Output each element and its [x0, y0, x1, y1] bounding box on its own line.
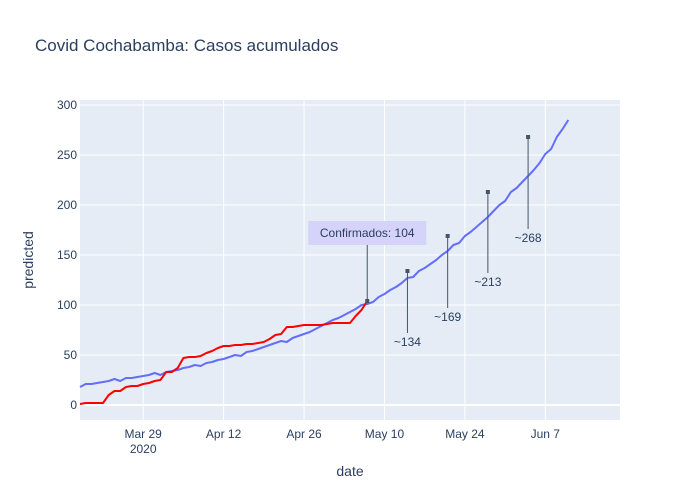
annotation-marker — [445, 234, 450, 238]
annotation-box — [308, 221, 427, 245]
y-axis-title: predicted — [20, 231, 36, 289]
annotation-label: Confirmados: 104 — [320, 226, 415, 240]
y-tick-label: 150 — [57, 248, 77, 262]
annotation-label: ~268 — [515, 231, 542, 245]
annotation-label: ~169 — [434, 310, 461, 324]
y-tick-label: 0 — [70, 398, 77, 412]
y-tick-label: 200 — [57, 198, 77, 212]
y-tick-label: 50 — [64, 348, 78, 362]
annotation-label: ~134 — [394, 335, 421, 349]
x-tick-label: May 10 — [365, 427, 405, 441]
annotation-marker — [405, 269, 410, 273]
x-axis-title: date — [336, 463, 363, 479]
annotation-marker — [485, 190, 490, 194]
annotation-label: ~213 — [474, 275, 501, 289]
annotation-layer: Confirmados: 104 ~134 ~169 ~213 ~268 — [308, 135, 542, 349]
y-tick-label: 300 — [57, 98, 77, 112]
x-tick-label: Jun 7 — [531, 427, 561, 441]
annotation-marker — [365, 299, 370, 303]
y-tick-label: 100 — [57, 298, 77, 312]
plot-background — [80, 100, 620, 420]
annotation-marker — [526, 135, 531, 139]
x-tick-year-label: 2020 — [130, 442, 157, 456]
y-tick-label: 250 — [57, 148, 77, 162]
chart-title: Covid Cochabamba: Casos acumulados — [35, 36, 338, 55]
x-tick-label: Apr 12 — [206, 427, 242, 441]
x-tick-label: Mar 29 — [125, 427, 163, 441]
series-layer — [79, 119, 570, 405]
x-tick-label: May 24 — [445, 427, 485, 441]
grid-layer — [80, 100, 620, 420]
x-tick-label: Apr 26 — [286, 427, 322, 441]
series-line-confirmados — [79, 300, 369, 405]
